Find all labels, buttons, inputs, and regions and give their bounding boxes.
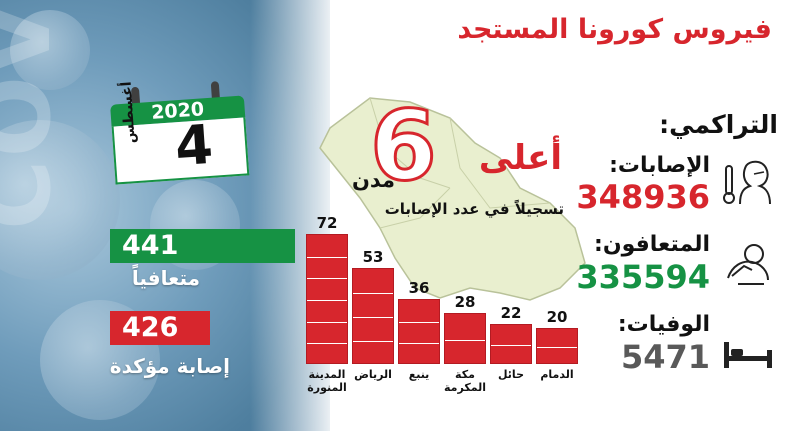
page-title: فيروس كورونا المستجد — [457, 14, 772, 45]
bar-value-label: 28 — [454, 293, 476, 311]
top-cities-heading: أعلى 6 مدن تسجيلاً في عدد الإصابات — [350, 95, 572, 219]
recovering-person-icon — [727, 244, 769, 285]
chart-bar — [490, 324, 532, 364]
bar-category-label: المدينة المنورة — [307, 368, 347, 394]
bar-segment-line — [537, 347, 577, 348]
bar-category-label: حائل — [497, 368, 524, 381]
confirmed-today-value: 426 — [122, 312, 179, 343]
bar-value-label: 22 — [500, 304, 522, 322]
bar-segment-line — [491, 345, 531, 346]
deaths-value: 5471 — [620, 338, 710, 376]
bar-segment-line — [307, 278, 347, 279]
bar-value-label: 53 — [362, 248, 384, 266]
saudi-map — [319, 97, 586, 301]
calendar-icon: 2020 4 أغسطس — [109, 77, 250, 185]
bar-segment-line — [307, 343, 347, 344]
sick-person-thermometer-icon — [723, 160, 771, 205]
bar-segment-line — [399, 322, 439, 323]
chart-bar — [444, 313, 486, 364]
bar-segment-line — [353, 317, 393, 318]
chart-bar — [398, 299, 440, 364]
chart-bar — [352, 268, 394, 364]
top-cities-subtitle: تسجيلاً في عدد الإصابات — [384, 200, 564, 218]
recovered-value: 335594 — [576, 258, 710, 296]
recovered-label: المتعافون: — [594, 232, 710, 257]
chart-bar — [306, 234, 348, 364]
virus-particle — [10, 10, 90, 90]
calendar-day: 4 — [172, 112, 215, 179]
bar-segment-line — [307, 300, 347, 301]
bar-segment-line — [307, 322, 347, 323]
bed-icon — [724, 342, 772, 368]
bar-value-label: 36 — [408, 279, 430, 297]
deaths-label: الوفيات: — [617, 312, 710, 337]
bar-category-label: ينبع — [408, 368, 430, 381]
bar-segment-line — [307, 257, 347, 258]
covid-watermark: COVID-19 — [0, 0, 72, 230]
bar-segment-line — [399, 343, 439, 344]
bar-segment-line — [445, 340, 485, 341]
recovered-today-box: 441 — [110, 229, 295, 263]
bar-value-label: 72 — [316, 214, 338, 232]
cumulative-heading: التراكمي: — [659, 110, 778, 139]
recovered-today-value: 441 — [122, 230, 179, 261]
bar-value-label: 20 — [546, 308, 568, 326]
top-cities-word-top: أعلى — [478, 138, 562, 178]
cases-value: 348936 — [576, 178, 710, 216]
confirmed-today-label: إصابة مؤكدة — [109, 354, 230, 378]
bar-category-label: مكة المكرمة — [444, 368, 486, 394]
confirmed-today-box: 426 — [110, 311, 210, 345]
bar-category-label: الدمام — [540, 368, 574, 381]
top-cities-word-cities: مدن — [352, 168, 396, 192]
bar-segment-line — [353, 293, 393, 294]
bar-category-label: الرياض — [354, 368, 392, 381]
recovered-today-label: متعافياً — [131, 266, 200, 290]
bar-segment-line — [353, 341, 393, 342]
cases-label: الإصابات: — [609, 153, 710, 178]
top-cities-number: 6 — [369, 90, 439, 202]
chart-bar — [536, 328, 578, 364]
